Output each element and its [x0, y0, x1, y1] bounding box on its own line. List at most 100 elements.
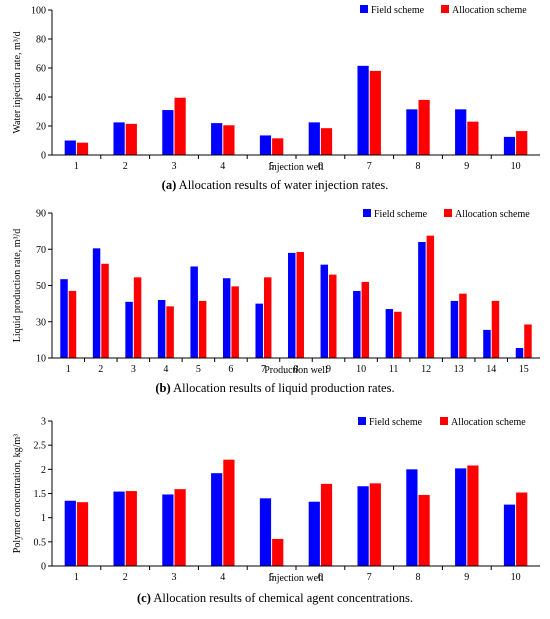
allocation-scheme-bar-9: [329, 274, 337, 359]
x-tick-label: 6: [318, 572, 323, 583]
allocation-scheme-bar-9: [467, 465, 479, 566]
field-scheme-bar-8: [288, 252, 296, 359]
x-tick-label: 7: [367, 572, 372, 583]
x-tick-label: 15: [519, 364, 529, 375]
y-tick-label: 1: [41, 513, 46, 524]
y-tick-label: 20: [36, 122, 46, 133]
x-tick-label: 9: [464, 572, 469, 583]
allocation-scheme-bar-5: [272, 538, 284, 566]
x-tick-label: 13: [454, 364, 464, 375]
chart-caption: (c) Allocation results of chemical agent…: [137, 591, 413, 605]
x-axis-label: Injection well: [268, 573, 323, 584]
x-axis-label: Injection well: [268, 162, 323, 173]
legend-swatch: [444, 209, 452, 217]
x-tick-label: 10: [511, 572, 521, 583]
x-tick-label: 4: [163, 364, 168, 375]
field-scheme-bar-10: [503, 136, 516, 156]
allocation-scheme-bar-10: [516, 131, 528, 155]
field-scheme-bar-7: [357, 486, 369, 566]
y-tick-label: 0: [41, 151, 46, 162]
allocation-scheme-bar-11: [394, 311, 402, 358]
caption-letter: (b): [155, 381, 170, 395]
legend-entry: Field scheme: [374, 209, 428, 220]
field-scheme-bar-15: [515, 348, 524, 358]
x-tick-label: 4: [220, 161, 225, 172]
y-tick-label: 1.5: [34, 489, 47, 500]
x-tick-label: 7: [367, 161, 372, 172]
y-tick-label: 2.5: [34, 441, 47, 452]
allocation-scheme-bar-6: [231, 286, 239, 358]
legend-swatch: [440, 417, 448, 425]
allocation-scheme-bar-1: [76, 142, 89, 155]
x-tick-label: 1: [74, 161, 79, 172]
x-tick-label: 10: [356, 364, 366, 375]
x-tick-label: 8: [416, 572, 421, 583]
x-tick-label: 2: [98, 364, 103, 375]
chart-panel-1: 0 20 40 60 80 100 1 2 3 4 5 6 7 8 9 10 Water injection r…: [12, 5, 540, 192]
x-tick-label: 8: [416, 161, 421, 172]
allocation-scheme-bar-12: [426, 235, 435, 358]
y-tick-label: 30: [36, 317, 46, 328]
legend-swatch: [360, 5, 368, 13]
y-tick-label: 70: [36, 245, 46, 256]
field-scheme-bar-2: [113, 491, 125, 566]
allocation-scheme-bar-3: [174, 97, 186, 155]
field-scheme-bar-4: [211, 123, 223, 155]
caption-text: Allocation results of liquid production …: [171, 381, 395, 395]
y-tick-label: 0: [41, 562, 46, 573]
allocation-scheme-bar-1: [76, 502, 89, 566]
x-tick-label: 9: [464, 161, 469, 172]
field-scheme-bar-3: [162, 110, 174, 155]
allocation-scheme-bar-1: [68, 290, 77, 358]
field-scheme-bar-1: [60, 279, 68, 358]
x-tick-label: 4: [220, 572, 225, 583]
legend-swatch: [441, 5, 449, 13]
field-scheme-bar-6: [308, 122, 320, 156]
chart-caption: (a) Allocation results of water injectio…: [162, 178, 389, 192]
allocation-scheme-bar-6: [320, 483, 333, 566]
field-scheme-bar-10: [353, 290, 361, 358]
x-tick-label: 10: [511, 161, 521, 172]
allocation-scheme-bar-4: [166, 306, 174, 358]
x-tick-label: 3: [172, 161, 177, 172]
x-tick-label: 9: [326, 364, 331, 375]
allocation-scheme-bar-10: [361, 281, 370, 359]
field-scheme-bar-7: [255, 303, 263, 359]
allocation-scheme-bar-8: [418, 99, 430, 155]
legend-entry: Allocation scheme: [452, 5, 527, 16]
allocation-scheme-bar-2: [101, 263, 109, 358]
y-axis-label: Polymer concentration, kg/m³: [12, 434, 23, 553]
x-tick-label: 1: [66, 364, 71, 375]
field-scheme-bar-11: [385, 309, 394, 358]
x-tick-label: 12: [421, 364, 431, 375]
y-tick-label: 90: [36, 209, 46, 220]
y-tick-label: 10: [36, 354, 46, 365]
field-scheme-bar-9: [455, 109, 467, 155]
allocation-scheme-bar-4: [223, 125, 235, 155]
y-tick-label: 0.5: [34, 537, 47, 548]
field-scheme-bar-1: [64, 500, 76, 566]
y-tick-label: 100: [31, 6, 46, 17]
x-tick-label: 11: [389, 364, 399, 375]
y-tick-label: 80: [36, 35, 46, 46]
x-tick-label: 7: [261, 364, 266, 375]
x-tick-label: 3: [131, 364, 136, 375]
field-scheme-bar-4: [157, 300, 166, 358]
field-scheme-bar-6: [222, 278, 231, 358]
allocation-scheme-bar-7: [369, 70, 381, 155]
field-scheme-bar-5: [190, 266, 198, 358]
field-scheme-bar-3: [162, 494, 174, 566]
x-tick-label: 2: [123, 572, 128, 583]
field-scheme-bar-5: [259, 498, 272, 566]
field-scheme-bar-14: [483, 329, 491, 358]
legend-entry: Field scheme: [371, 5, 425, 16]
allocation-scheme-bar-4: [223, 459, 235, 566]
caption-letter: (c): [137, 591, 151, 605]
x-tick-label: 6: [228, 364, 233, 375]
allocation-scheme-bar-9: [467, 121, 479, 155]
chart-panel-3: 0 0.5 1 1.5 2 2.5 3 1 2 3 4 5 6 7 8 9 10 Polymer concentr…: [12, 417, 540, 605]
x-tick-label: 1: [74, 572, 79, 583]
allocation-scheme-bar-5: [198, 300, 207, 358]
